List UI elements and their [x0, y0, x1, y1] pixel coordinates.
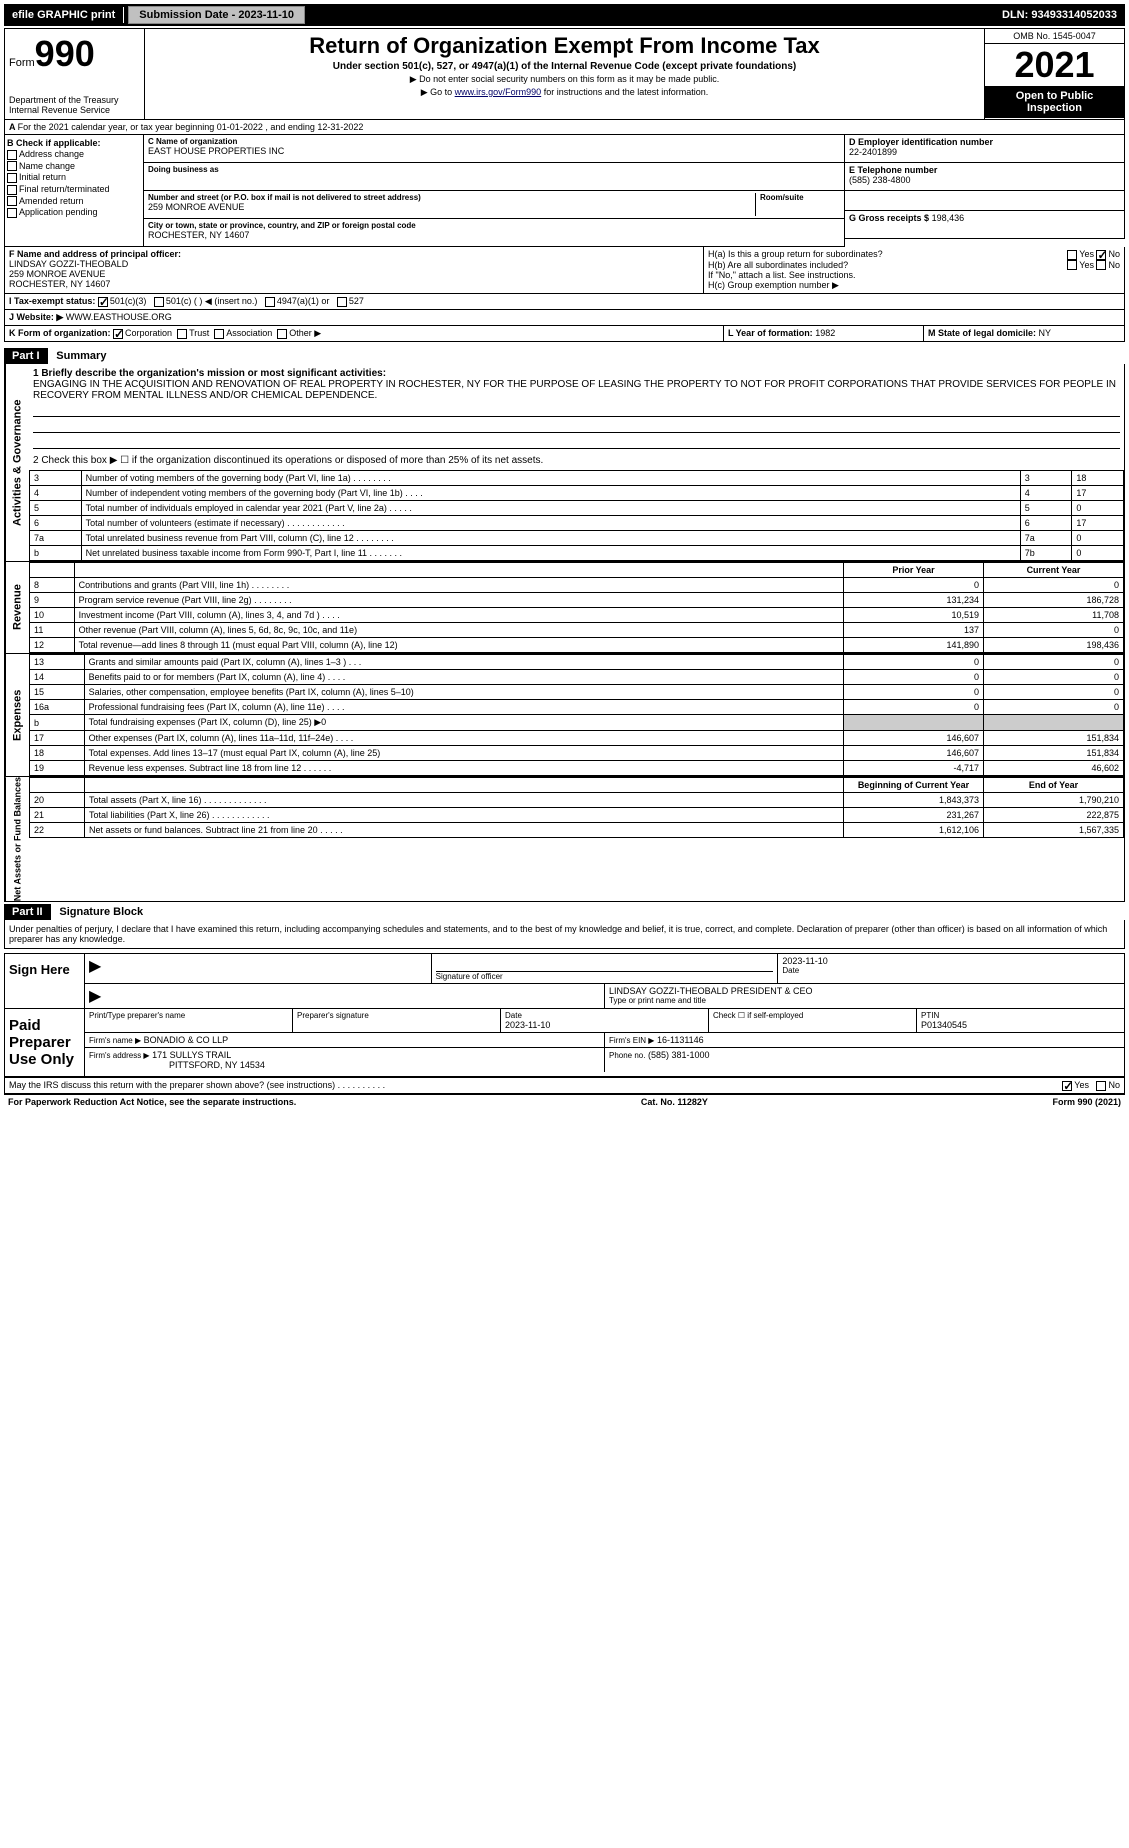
discuss-text: May the IRS discuss this return with the… — [9, 1080, 385, 1091]
part2-title: Signature Block — [53, 904, 149, 920]
year-formation: 1982 — [815, 328, 835, 338]
sidebar-activities: Activities & Governance — [5, 364, 29, 561]
officer-name: LINDSAY GOZZI-THEOBALD — [9, 259, 699, 269]
mission-text: ENGAGING IN THE ACQUISITION AND RENOVATI… — [33, 379, 1120, 401]
firm-addr: 171 SULLYS TRAIL — [152, 1050, 231, 1060]
penalty-text: Under penalties of perjury, I declare th… — [4, 920, 1125, 949]
firm-city: PITTSFORD, NY 14534 — [169, 1060, 600, 1070]
street-address: 259 MONROE AVENUE — [148, 202, 755, 212]
omb-number: OMB No. 1545-0047 — [985, 29, 1124, 44]
527-check[interactable] — [337, 297, 347, 307]
check-amended[interactable] — [7, 196, 17, 206]
paid-preparer-label: Paid Preparer Use Only — [5, 1009, 85, 1076]
netassets-table: Beginning of Current YearEnd of Year 20T… — [29, 777, 1124, 838]
expenses-table: 13Grants and similar amounts paid (Part … — [29, 654, 1124, 776]
website: WWW.EASTHOUSE.ORG — [66, 312, 172, 322]
sign-here-label: Sign Here — [5, 954, 85, 1008]
form-note2: ▶ Go to www.irs.gov/Form990 for instruct… — [149, 87, 980, 98]
sig-arrow-icon: ▶ — [89, 958, 101, 975]
sidebar-revenue: Revenue — [5, 562, 29, 653]
form-subtitle: Under section 501(c), 527, or 4947(a)(1)… — [149, 61, 980, 72]
form-note1: ▶ Do not enter social security numbers o… — [149, 74, 980, 85]
4947-check[interactable] — [265, 297, 275, 307]
irs-label: Internal Revenue Service — [9, 105, 110, 115]
check-initial[interactable] — [7, 173, 17, 183]
ptin: P01340545 — [921, 1020, 1120, 1030]
firm-ein: 16-1131146 — [657, 1035, 704, 1045]
part1-header: Part I — [4, 348, 48, 364]
sign-date: 2023-11-10 — [782, 956, 1120, 966]
state-domicile: NY — [1039, 328, 1052, 338]
tax-year: 2021 — [985, 44, 1124, 86]
check-column: B Check if applicable: Address change Na… — [4, 135, 144, 247]
open-public: Open to Public Inspection — [985, 86, 1124, 118]
form-number: Form990 — [9, 33, 140, 75]
check-pending[interactable] — [7, 208, 17, 218]
check-address[interactable] — [7, 150, 17, 160]
check-name[interactable] — [7, 161, 17, 171]
501c3-check[interactable] — [98, 297, 108, 307]
discuss-no[interactable] — [1096, 1081, 1106, 1091]
assoc-check[interactable] — [214, 329, 224, 339]
firm-phone: (585) 381-1000 — [648, 1050, 710, 1060]
footer: For Paperwork Reduction Act Notice, see … — [4, 1094, 1125, 1109]
501c-check[interactable] — [154, 297, 164, 307]
hb-no[interactable] — [1096, 260, 1106, 270]
sidebar-netassets: Net Assets or Fund Balances — [5, 777, 29, 901]
sig-arrow-icon-2: ▶ — [89, 988, 101, 1005]
sidebar-expenses: Expenses — [5, 654, 29, 776]
ha-yes[interactable] — [1067, 250, 1077, 260]
org-name: EAST HOUSE PROPERTIES INC — [148, 146, 840, 156]
trust-check[interactable] — [177, 329, 187, 339]
part2-header: Part II — [4, 904, 51, 920]
submission-btn[interactable]: Submission Date - 2023-11-10 — [128, 6, 305, 24]
ein: 22-2401899 — [849, 147, 1120, 157]
topbar: efile GRAPHIC print Submission Date - 20… — [4, 4, 1125, 26]
phone: (585) 238-4800 — [849, 175, 1120, 185]
dept-treasury: Department of the Treasury — [9, 95, 119, 105]
firm-name: BONADIO & CO LLP — [144, 1035, 229, 1045]
part1-title: Summary — [50, 348, 112, 364]
governance-table: 3Number of voting members of the governi… — [29, 470, 1124, 561]
form-header: Form990 Department of the Treasury Inter… — [4, 28, 1125, 120]
officer-addr: 259 MONROE AVENUE — [9, 269, 699, 279]
other-check[interactable] — [277, 329, 287, 339]
gross-receipts: 198,436 — [932, 213, 965, 223]
revenue-table: Prior YearCurrent Year 8Contributions an… — [29, 562, 1124, 653]
discuss-yes[interactable] — [1062, 1081, 1072, 1091]
mission-label: 1 Briefly describe the organization's mi… — [33, 368, 1120, 379]
irs-link[interactable]: www.irs.gov/Form990 — [455, 87, 542, 97]
line2: 2 Check this box ▶ ☐ if the organization… — [33, 455, 1120, 466]
form-title: Return of Organization Exempt From Incom… — [149, 33, 980, 59]
efile-label: efile GRAPHIC print — [4, 7, 124, 23]
officer-city: ROCHESTER, NY 14607 — [9, 279, 699, 289]
ha-no[interactable] — [1096, 250, 1106, 260]
prep-date: 2023-11-10 — [505, 1020, 704, 1030]
officer-signature-name: LINDSAY GOZZI-THEOBALD PRESIDENT & CEO — [609, 986, 1120, 996]
city-state-zip: ROCHESTER, NY 14607 — [148, 230, 840, 240]
check-final[interactable] — [7, 185, 17, 195]
corp-check[interactable] — [113, 329, 123, 339]
dln: DLN: 93493314052033 — [994, 7, 1125, 23]
period-row: A For the 2021 calendar year, or tax yea… — [4, 120, 1125, 135]
hb-yes[interactable] — [1067, 260, 1077, 270]
